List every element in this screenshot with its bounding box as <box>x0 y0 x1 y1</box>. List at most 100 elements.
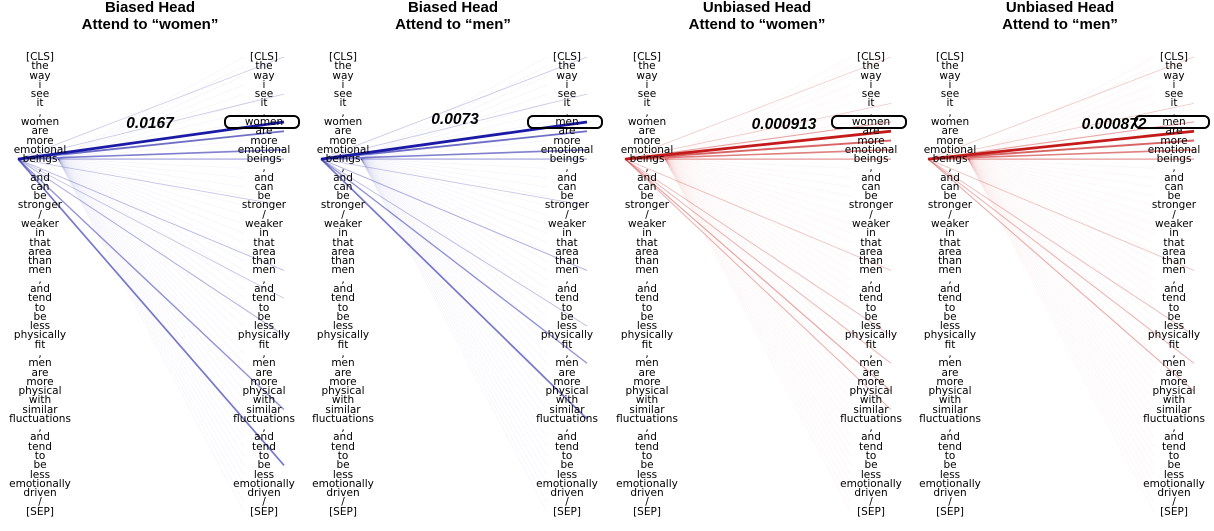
source-token: emotional <box>620 143 674 156</box>
target-token-highlight <box>1134 114 1210 129</box>
attention-edge-faint <box>967 158 1155 206</box>
attention-edge-faint <box>360 75 548 160</box>
attention-edge-faint <box>967 158 1155 410</box>
target-token: it <box>1170 97 1178 110</box>
target-token: , <box>262 273 266 286</box>
panel-subtitle: Attend to “women” <box>81 16 219 33</box>
attention-edge-faint <box>664 158 852 438</box>
attention-edge-faint <box>57 158 245 438</box>
attention-edge-faint <box>664 158 852 188</box>
source-token: beings <box>629 153 665 166</box>
attention-edge <box>17 93 285 160</box>
attention-edge-faint <box>360 158 548 494</box>
target-token: more <box>1160 375 1188 388</box>
source-token: tend <box>331 292 355 305</box>
target-token: emotional <box>237 143 291 156</box>
source-token: less <box>332 320 354 333</box>
source-token: and <box>637 431 657 444</box>
source-token: more <box>329 134 357 147</box>
attention-edge-faint <box>664 158 852 355</box>
target-token: / <box>1172 496 1176 509</box>
source-token: / <box>38 496 42 509</box>
attention-edge-faint <box>57 158 245 225</box>
attention-edge <box>17 158 285 271</box>
target-token: tend <box>1162 440 1186 453</box>
target-token: are <box>862 366 880 379</box>
attention-edge-faint <box>57 158 245 169</box>
source-token: to <box>944 450 956 463</box>
attention-edge-faint <box>967 158 1155 364</box>
attention-edge-faint <box>360 66 548 160</box>
target-token: are <box>558 366 576 379</box>
source-token: to <box>337 450 349 463</box>
attention-edge-faint <box>360 158 548 364</box>
target-token: [SEP] <box>857 505 885 518</box>
attention-edge-faint <box>360 158 548 225</box>
source-token: stronger <box>624 199 670 212</box>
source-token: men <box>28 264 52 277</box>
target-token: are <box>558 125 576 138</box>
panel-subtitle: Attend to “women” <box>688 16 826 33</box>
source-token: are <box>941 125 959 138</box>
target-token: [CLS] <box>552 51 582 63</box>
target-token: the <box>255 60 273 73</box>
attention-edge-faint <box>360 158 548 216</box>
attention-edge-faint <box>360 158 548 475</box>
target-token: , <box>869 273 873 286</box>
target-token: be <box>257 190 271 203</box>
attention-edge <box>624 158 892 392</box>
target-token: more <box>1160 134 1188 147</box>
target-token: [CLS] <box>1159 51 1189 63</box>
source-token: the <box>941 60 959 73</box>
source-token: fit <box>944 338 956 351</box>
source-token: physically <box>923 329 977 342</box>
attention-edge-faint <box>57 158 245 494</box>
source-token: / <box>645 496 649 509</box>
target-token: the <box>862 60 880 73</box>
source-token: similar <box>325 403 361 416</box>
source-token: fluctuations <box>616 412 678 425</box>
target-token: emotionally <box>1143 477 1205 490</box>
source-token: be <box>33 459 47 472</box>
target-token: similar <box>1156 403 1192 416</box>
source-token: be <box>336 310 350 323</box>
target-token: emotional <box>1147 143 1201 156</box>
source-token: / <box>341 208 345 221</box>
source-token: be <box>33 190 47 203</box>
attention-edge-faint <box>967 158 1155 299</box>
target-token: be <box>560 310 574 323</box>
attention-edge-faint <box>967 84 1155 160</box>
source-token: are <box>334 366 352 379</box>
attention-edge-faint <box>360 158 548 447</box>
source-token: that <box>332 236 354 249</box>
source-token: emotionally <box>919 477 981 490</box>
attention-edge-faint <box>360 158 548 178</box>
target-token: be <box>257 459 271 472</box>
attention-edge-faint <box>967 158 1155 494</box>
target-token: and <box>861 283 881 295</box>
attention-edge <box>624 158 892 364</box>
source-token: with <box>28 394 52 407</box>
target-token: can <box>557 180 577 193</box>
target-token: fluctuations <box>536 412 598 425</box>
source-token: tend <box>938 292 962 305</box>
target-token: / <box>565 496 569 509</box>
source-token: to <box>641 450 653 463</box>
source-token: it <box>36 97 44 110</box>
attention-edge-faint <box>664 158 852 457</box>
target-token: beings <box>853 153 889 166</box>
source-token: that <box>636 236 658 249</box>
source-token: emotionally <box>312 477 374 490</box>
target-token: see <box>254 88 274 101</box>
source-token: men <box>331 264 355 277</box>
attention-edge-faint <box>967 158 1155 234</box>
attention-edge-faint <box>360 158 548 355</box>
source-token: , <box>341 273 345 286</box>
source-token: [SEP] <box>329 505 357 518</box>
attention-edge <box>17 130 285 160</box>
attention-edge-faint <box>664 158 852 299</box>
attention-edge-faint <box>967 158 1155 336</box>
target-token: way <box>1163 69 1185 82</box>
source-token: are <box>334 125 352 138</box>
